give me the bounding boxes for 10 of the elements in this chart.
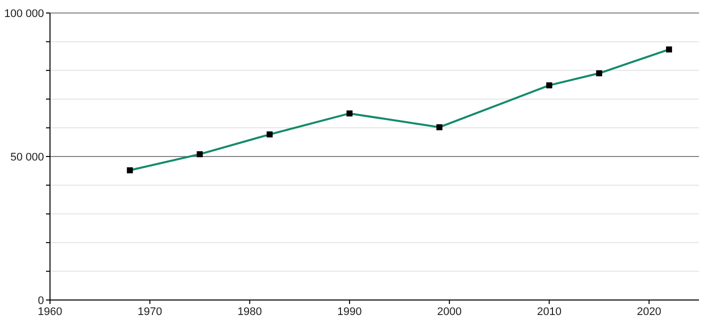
y-tick-label: 50 000 xyxy=(10,151,44,164)
x-tick-label: 1990 xyxy=(337,306,362,318)
y-tick-label: 0 xyxy=(38,294,44,307)
x-tick-label: 1980 xyxy=(237,306,262,318)
x-tick-label: 2020 xyxy=(636,306,662,318)
x-tick-label: 1970 xyxy=(138,306,162,318)
x-tick-label: 2000 xyxy=(437,306,462,318)
x-tick-label: 2010 xyxy=(536,306,562,318)
x-tick-label: 1960 xyxy=(38,306,62,318)
y-tick-label: 100 000 xyxy=(4,8,44,20)
